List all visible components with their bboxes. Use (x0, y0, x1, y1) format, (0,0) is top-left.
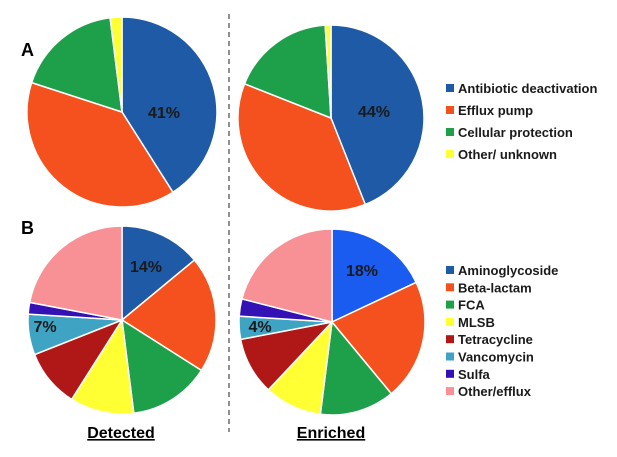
data-label-antibiotic-deactivation: 44% (358, 104, 390, 121)
pie-slice-other-efflux (241, 228, 333, 323)
legend-label-efflux-pump: Efflux pump (458, 103, 533, 118)
pie-slice-efflux-pump (237, 82, 367, 212)
panel-label-b: B (21, 218, 34, 238)
pie-slice-other-unknown (324, 24, 332, 119)
legend-label-cellular-protection: Cellular protection (458, 125, 573, 140)
pie-slice-cellular-protection (243, 24, 332, 120)
data-label-aminoglycoside: 18% (346, 263, 378, 280)
pie-slice-other-efflux (28, 225, 123, 321)
pie-slice-other-unknown (109, 16, 123, 113)
legend-swatch-cellular-protection (446, 128, 454, 136)
legend-swatch-sulfa (446, 369, 454, 378)
pie-slice-aminoglycoside (121, 225, 196, 322)
pie-charts: 41% 44% 14% 7% 18% 4% (26, 16, 426, 416)
data-label-vancomycin: 4% (248, 319, 271, 336)
pie-slice-beta-lactam (330, 281, 426, 395)
pie-a-detected: 41% (26, 16, 218, 208)
pie-slice-antibiotic-deactivation (330, 24, 425, 206)
legend-label-sulfa: Sulfa (458, 367, 491, 382)
column-label-detected: Detected (87, 425, 155, 442)
pie-slice-beta-lactam (120, 259, 217, 372)
legend-b: Aminoglycoside Beta-lactam FCA MLSB Tetracyc… (446, 263, 558, 399)
legend-label-mlsb: MLSB (458, 315, 495, 330)
legend-swatch-tetracycline (446, 335, 454, 344)
pie-slice-aminoglycoside (331, 228, 418, 324)
legend-swatch-antibiotic-deactivation (446, 84, 454, 92)
legend-label-fca: FCA (458, 298, 485, 313)
pie-b-enriched: 18% 4% (238, 228, 426, 416)
pie-slice-cellular-protection (30, 16, 123, 114)
legend-swatch-fca (446, 300, 454, 309)
legend-a: Antibiotic deactivation Efflux pump Cellul… (446, 81, 597, 162)
data-label-aminoglycoside: 14% (130, 259, 162, 276)
legend-label-beta-lactam: Beta-lactam (458, 280, 532, 295)
legend-swatch-other-efflux (446, 387, 454, 396)
legend-swatch-other-unknown (446, 150, 454, 158)
legend-swatch-beta-lactam (446, 283, 454, 292)
panel-label-a: A (21, 40, 34, 60)
pie-slice-fca (319, 320, 393, 416)
pie-b-detected: 14% 7% (27, 225, 217, 415)
pie-slice-mlsb (70, 317, 135, 415)
legend-label-aminoglycoside: Aminoglycoside (458, 263, 558, 278)
legend-label-antibiotic-deactivation: Antibiotic deactivation (458, 81, 597, 96)
legend-label-other-unknown: Other/ unknown (458, 147, 557, 162)
legend-swatch-mlsb (446, 317, 454, 326)
pie-a-enriched: 44% (237, 24, 425, 212)
data-label-antibiotic-deactivation: 41% (148, 105, 180, 122)
data-label-vancomycin: 7% (33, 319, 56, 336)
pie-slice-efflux-pump (26, 81, 174, 208)
legend-swatch-aminoglycoside (446, 266, 454, 274)
legend-label-tetracycline: Tetracycline (458, 332, 533, 347)
legend-swatch-efflux-pump (446, 106, 454, 114)
legend-label-vancomycin: Vancomycin (458, 350, 534, 365)
legend-label-other-efflux: Other/efflux (458, 384, 532, 399)
legend-swatch-vancomycin (446, 352, 454, 361)
column-label-enriched: Enriched (297, 425, 365, 442)
pie-slice-fca (121, 318, 203, 415)
